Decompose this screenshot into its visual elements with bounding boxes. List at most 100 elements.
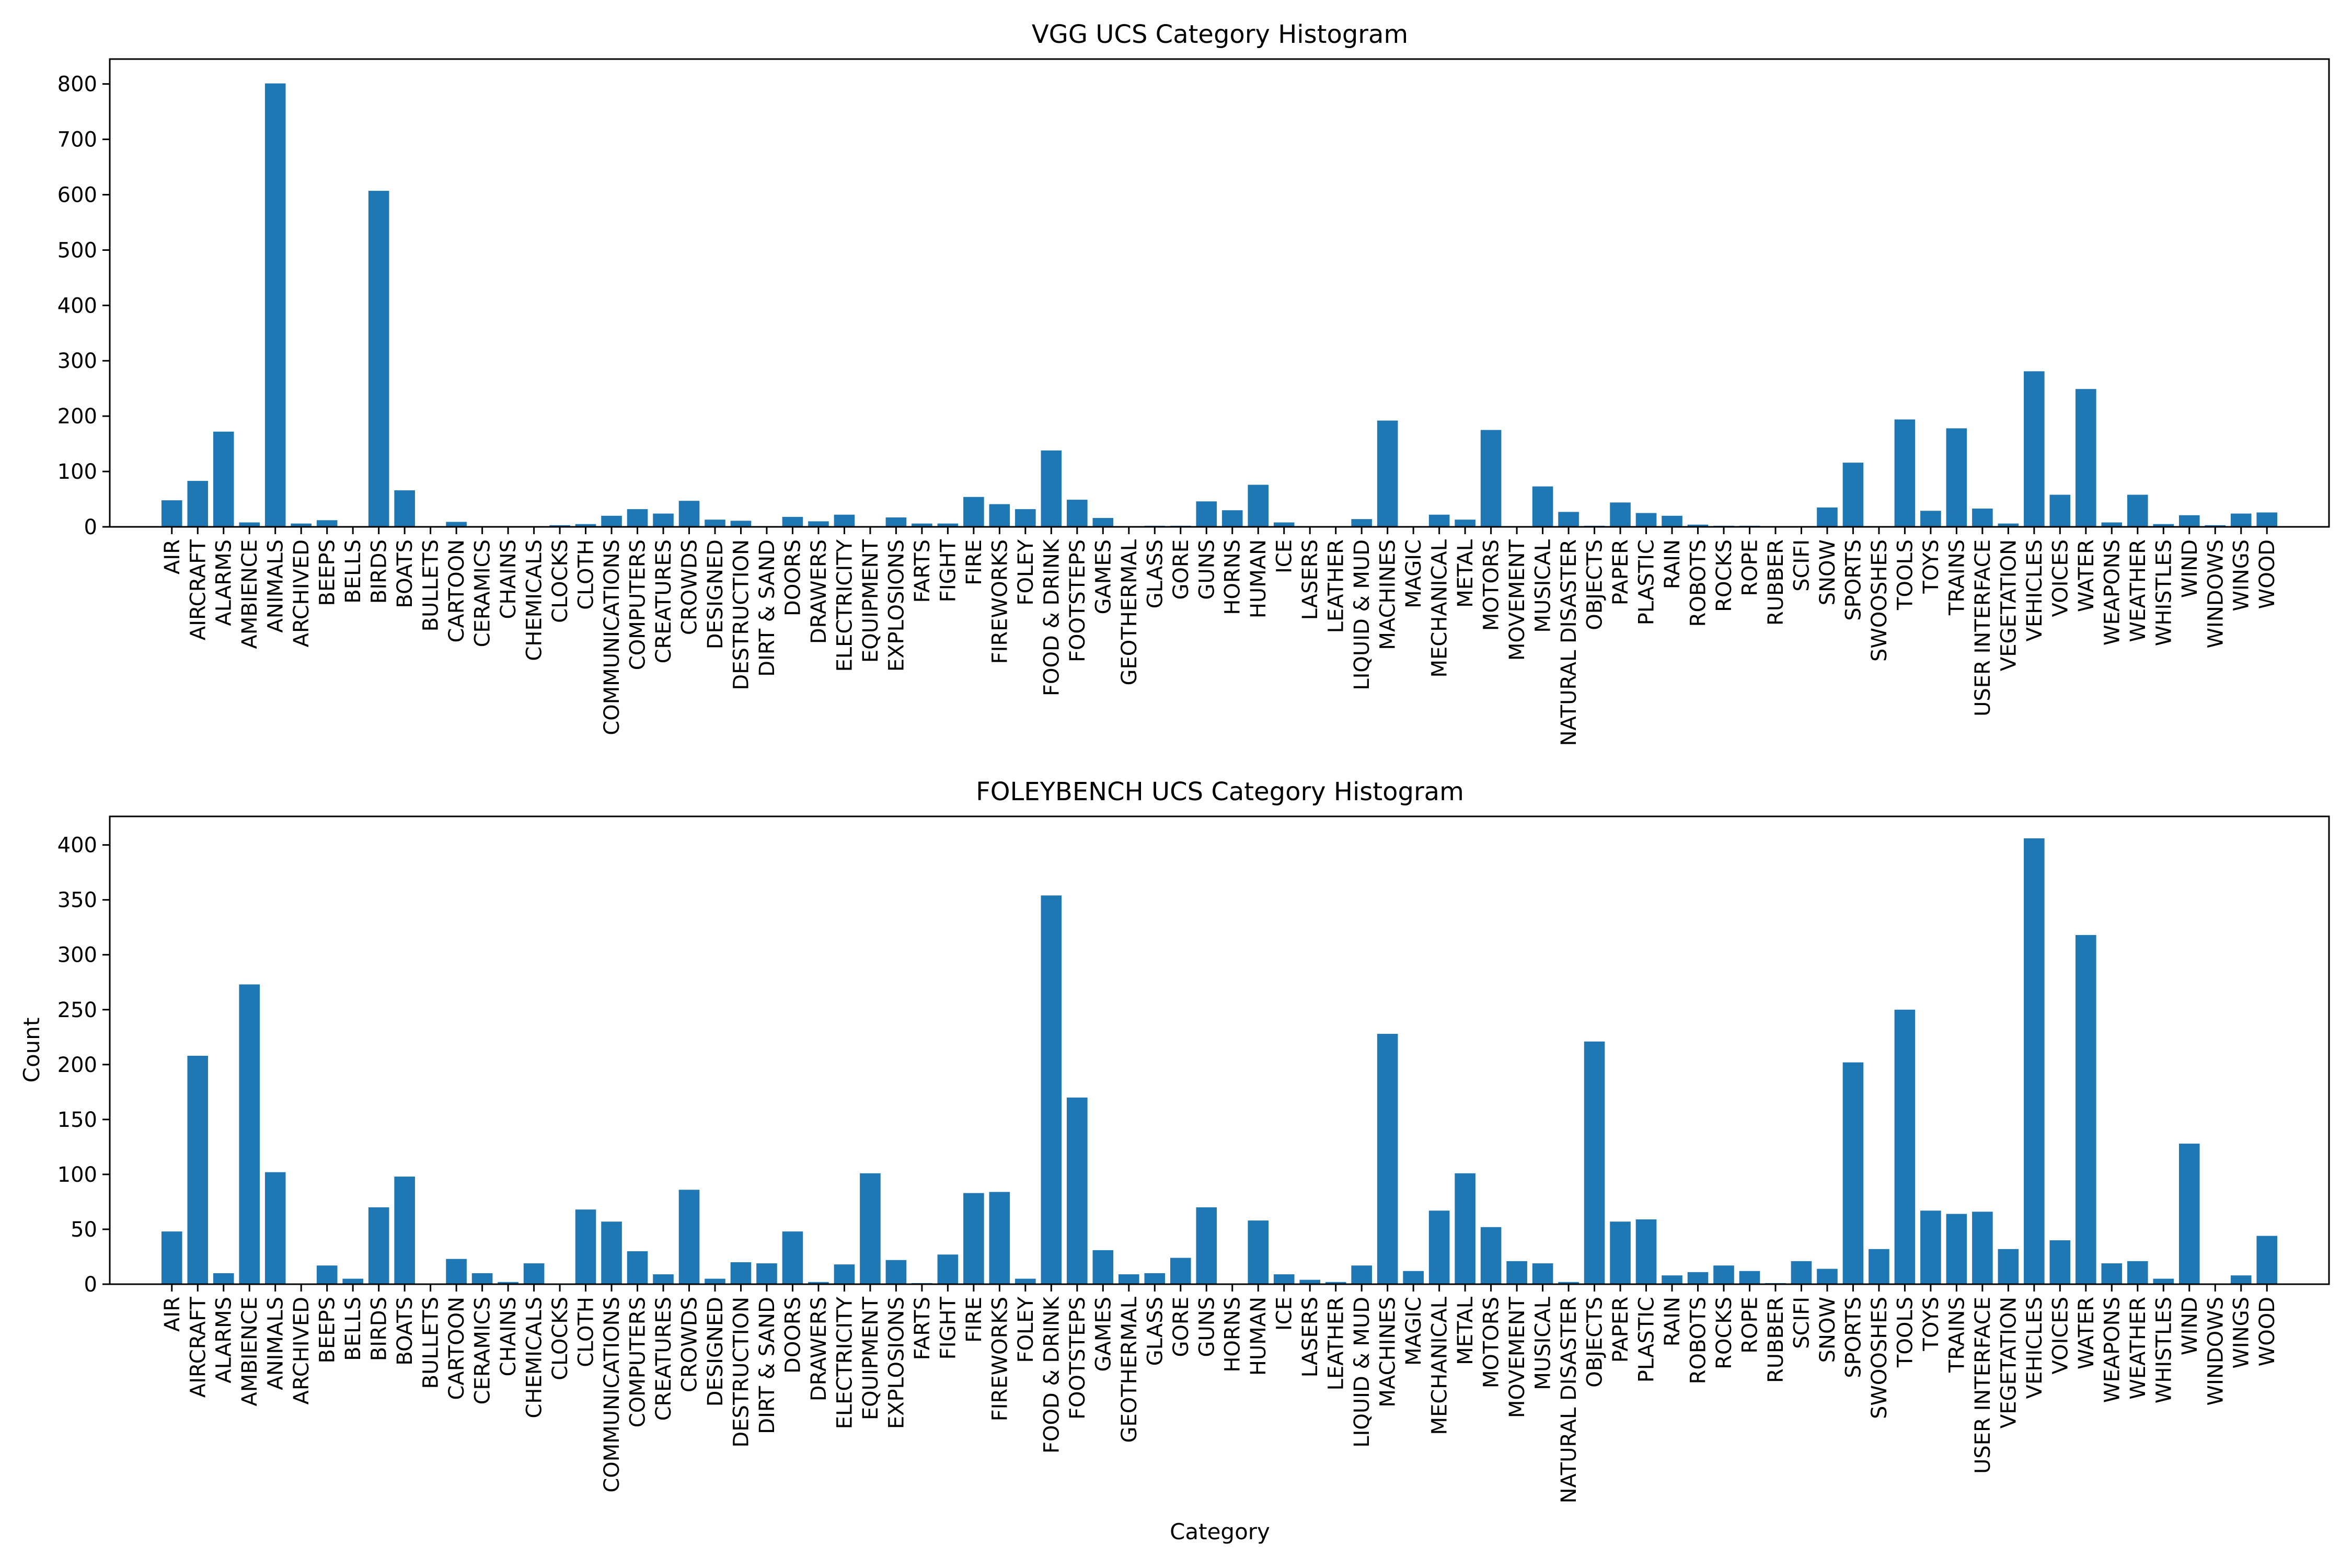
foleybench-x-tick-label: ICE — [1273, 1297, 1297, 1331]
vgg-bar — [1972, 509, 1993, 527]
foleybench-x-tick-label: FOOD & DRINK — [1040, 1296, 1064, 1454]
vgg-x-tick-label: FIREWORKS — [988, 539, 1012, 664]
foleybench-bar — [989, 1192, 1010, 1284]
foleybench-bar — [498, 1282, 518, 1284]
foleybench-bar — [834, 1264, 855, 1284]
vgg-x-tick-label: TRAINS — [1945, 539, 1969, 616]
vgg-x-tick-label: GUNS — [1195, 539, 1219, 600]
vgg-bar — [1221, 510, 1243, 527]
foleybench-x-tick-label: MACHINES — [1376, 1297, 1400, 1408]
foleybench-bar — [368, 1207, 389, 1284]
vgg-x-tick-label: AIRCRAFT — [186, 539, 210, 640]
foleybench-bars — [161, 838, 2278, 1284]
foleybench-x-tick-label: VOICES — [2048, 1297, 2072, 1375]
vgg-bar — [730, 521, 752, 527]
vgg-bars — [161, 83, 2278, 527]
foleybench-bar — [2256, 1236, 2278, 1284]
foleybench-bar — [730, 1262, 752, 1284]
foleybench-bar — [1325, 1282, 1346, 1284]
vgg-x-tick-label: CHAINS — [497, 539, 521, 619]
vgg-x-tick-label: BELLS — [341, 539, 365, 604]
vgg-bar — [1377, 420, 1398, 527]
foleybench-bar — [1842, 1062, 1864, 1284]
foleybench-x-tick-label: CHEMICALS — [523, 1297, 547, 1419]
foleybench-bar — [1506, 1261, 1527, 1284]
foleybench-bar — [1092, 1250, 1114, 1284]
foleybench-bar — [523, 1263, 545, 1284]
vgg-bar — [239, 522, 260, 527]
foleybench-bar — [213, 1273, 234, 1284]
foleybench-y-tick-label: 300 — [57, 943, 97, 967]
foleybench-x-tick-label: WATER — [2074, 1297, 2099, 1369]
vgg-x-tick-label: MUSICAL — [1531, 539, 1555, 632]
foleybench-bar — [1015, 1278, 1036, 1284]
vgg-x-tick-label: ARCHIVED — [290, 539, 314, 647]
vgg-y-tick-label: 0 — [84, 515, 97, 539]
vgg-bar — [2024, 371, 2045, 527]
vgg-bar — [2178, 515, 2200, 527]
foleybench-x-tick-label: BOATS — [393, 1297, 417, 1366]
foleybench-x-tick-label: CREATURES — [652, 1297, 676, 1421]
vgg-x-tick-label: GAMES — [1091, 539, 1115, 615]
vgg-x-tick-label: SPORTS — [1841, 539, 1865, 621]
vgg-x-tick-label: FOOD & DRINK — [1040, 538, 1064, 696]
vgg-x-tick-label: WOOD — [2255, 539, 2279, 609]
foleybench-x-axis: AIR AIRCRAFT ALARMS AMBIENCE ANIMALS ARCHIVED… — [160, 1284, 2279, 1503]
vgg-x-tick-label: SWOOSHES — [1867, 539, 1892, 662]
foleybench-x-tick-label: BEEPS — [316, 1297, 340, 1364]
foleybench-x-tick-label: ELECTRICITY — [833, 1296, 857, 1429]
foleybench-x-tick-label: ROCKS — [1712, 1297, 1736, 1369]
vgg-bar — [2153, 524, 2174, 527]
vgg-bar — [2076, 389, 2096, 527]
vgg-bar — [2230, 513, 2252, 527]
foleybench-bar — [1739, 1271, 1760, 1284]
vgg-x-tick-label: OBJECTS — [1583, 539, 1607, 630]
vgg-bar — [394, 490, 415, 527]
vgg-x-tick-label: USER INTERFACE — [1971, 539, 1995, 717]
vgg-x-tick-label: LIQUID & MUD — [1350, 539, 1374, 690]
foleybench-bar — [1428, 1210, 1450, 1284]
foleybench-x-axis-label: Category — [1170, 1519, 1270, 1544]
vgg-x-tick-label: GEOTHERMAL — [1117, 539, 1142, 685]
foleybench-x-tick-label: TOOLS — [1893, 1297, 1917, 1368]
vgg-x-tick-label: FIGHT — [936, 539, 960, 602]
vgg-y-axis: 0 100 200 300 400 500 600 700 800 — [57, 73, 110, 539]
foleybench-axes-frame — [109, 815, 2330, 1285]
vgg-bar — [213, 431, 234, 527]
vgg-bar — [2101, 522, 2123, 527]
foleybench-bar — [2178, 1144, 2200, 1284]
vgg-bar — [1248, 485, 1269, 527]
foleybench-bar — [1635, 1219, 1657, 1284]
foleybench-x-tick-label: FARTS — [910, 1297, 935, 1360]
vgg-bar — [1273, 522, 1295, 527]
vgg-x-tick-label: CROWDS — [678, 539, 702, 635]
foleybench-bar — [575, 1209, 596, 1284]
vgg-bar — [1662, 515, 1682, 527]
vgg-x-tick-label: FOLEY — [1014, 539, 1038, 605]
foleybench-x-tick-label: VEGETATION — [1997, 1297, 2021, 1428]
foleybench-x-tick-label: LASERS — [1298, 1297, 1322, 1377]
vgg-bar — [705, 520, 725, 527]
vgg-x-tick-label: RAIN — [1661, 539, 1685, 589]
foleybench-histogram-panel: FOLEYBENCH UCS Category Histogram 0 50 100… — [19, 777, 2330, 1544]
vgg-bar — [1480, 430, 1502, 527]
foleybench-bar — [756, 1263, 777, 1284]
vgg-bar — [2256, 512, 2278, 527]
vgg-bar — [1351, 519, 1372, 527]
vgg-x-tick-label: PAPER — [1609, 539, 1633, 605]
vgg-bar — [653, 513, 674, 527]
vgg-x-tick-label: CARTOON — [445, 539, 469, 643]
foleybench-x-tick-label: ROBOTS — [1687, 1297, 1711, 1384]
foleybench-bar — [782, 1231, 803, 1284]
foleybench-x-tick-label: AIRCRAFT — [186, 1296, 210, 1398]
vgg-x-tick-label: DESIGNED — [704, 539, 728, 649]
foleybench-x-tick-label: GEOTHERMAL — [1117, 1296, 1142, 1443]
vgg-x-tick-label: VOICES — [2048, 539, 2072, 617]
foleybench-bar — [963, 1193, 984, 1284]
vgg-x-tick-label: CHEMICALS — [523, 539, 547, 661]
vgg-x-tick-label: CLOTH — [574, 539, 598, 610]
foleybench-bar — [601, 1221, 622, 1284]
foleybench-bar — [471, 1273, 493, 1284]
vgg-x-tick-label: AIR — [160, 539, 185, 574]
vgg-x-tick-label: DRAWERS — [807, 539, 831, 644]
